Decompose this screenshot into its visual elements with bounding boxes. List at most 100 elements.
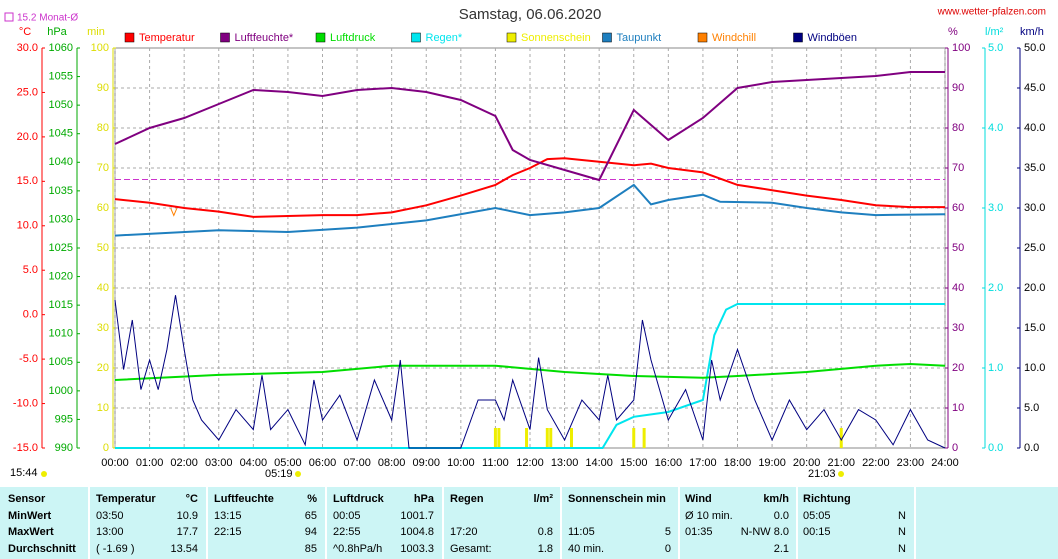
table-cell: N <box>898 542 906 555</box>
sun-bar <box>570 428 573 448</box>
sun-bar <box>549 428 553 448</box>
legend-label: Regen* <box>426 32 463 44</box>
table-cell: 1001.7 <box>400 509 434 522</box>
y-tick-label: 40.0 <box>1024 122 1045 134</box>
table-column <box>916 487 1058 559</box>
y-tick-label: 995 <box>55 413 73 425</box>
y-tick-label: -10.0 <box>13 397 38 409</box>
sun-icon <box>295 471 301 477</box>
y-tick-label: 70 <box>952 162 964 174</box>
mean-label: 15.2 Monat-Ø <box>17 13 78 24</box>
y-tick-label: 0 <box>103 442 109 454</box>
y-tick-label: 100 <box>91 42 109 54</box>
y-tick-label: 1040 <box>49 156 73 168</box>
table-header: Temperatur <box>96 493 156 505</box>
x-tick-label: 03:00 <box>205 457 233 469</box>
legend-label: Luftdruck <box>330 32 376 44</box>
mean-icon <box>4 12 14 22</box>
y-tick-label: 90 <box>952 82 964 94</box>
table-cell: 13:15 <box>214 509 242 522</box>
x-tick-label: 06:00 <box>309 457 337 469</box>
table-cell: ^0.8hPa/h <box>333 542 383 555</box>
sun-bar <box>493 428 497 448</box>
table-header: km/h <box>763 493 789 505</box>
y-tick-label: 100 <box>952 42 970 54</box>
table-cell: 13:00 <box>96 526 124 538</box>
sunset: 21:03 <box>808 468 836 480</box>
time-now: 15:44 <box>10 467 38 479</box>
y-tick-label: 1030 <box>49 213 73 225</box>
table-column <box>444 487 560 559</box>
legend-swatch <box>411 32 421 43</box>
x-tick-label: 16:00 <box>655 457 683 469</box>
y-tick-label: 35.0 <box>1024 162 1045 174</box>
y-tick-label: 1035 <box>49 185 73 197</box>
table-cell: 85 <box>304 542 317 555</box>
sunrise: 05:19 <box>265 468 293 480</box>
y-tick-label: 60 <box>97 202 109 214</box>
table-cell: ( -1.69 ) <box>96 542 135 555</box>
legend-swatch <box>220 32 230 43</box>
table-column <box>680 487 796 559</box>
axis-unit: min <box>87 26 105 38</box>
table-header: Sensor <box>8 493 46 505</box>
table-cell: MaxWert <box>8 526 54 538</box>
series-line <box>114 71 945 182</box>
y-tick-label: 20 <box>97 362 109 374</box>
series-line <box>114 157 945 218</box>
legend-label: Windböen <box>808 32 858 44</box>
sun-bar <box>632 428 636 448</box>
legend-swatch <box>315 32 326 43</box>
table-cell: 65 <box>304 509 317 522</box>
x-tick-label: 21:00 <box>827 457 855 469</box>
table-cell: 00:15 <box>803 526 831 538</box>
y-tick-label: 30 <box>97 322 109 334</box>
table-cell: 0.0 <box>773 509 789 522</box>
y-tick-label: 1.0 <box>988 362 1003 374</box>
table-header: °C <box>185 493 198 505</box>
y-tick-label: 50 <box>952 242 964 254</box>
y-tick-label: 0 <box>952 442 958 454</box>
table-cell: 0.8 <box>537 526 553 538</box>
legend-swatch <box>793 32 803 43</box>
x-tick-label: 23:00 <box>897 457 925 469</box>
y-tick-label: 70 <box>97 162 109 174</box>
y-tick-label: 50 <box>97 242 109 254</box>
sun-bar <box>545 428 549 448</box>
table-column <box>0 487 88 559</box>
table-cell: 94 <box>304 526 317 538</box>
x-tick-label: 09:00 <box>412 457 440 469</box>
y-tick-label: 1000 <box>49 385 73 397</box>
y-tick-label: 30 <box>952 322 964 334</box>
x-tick-label: 19:00 <box>758 457 786 469</box>
y-tick-label: 1015 <box>49 299 73 311</box>
y-tick-label: 4.0 <box>988 122 1003 134</box>
table-header: % <box>307 493 317 505</box>
y-tick-label: 1020 <box>49 270 73 282</box>
table-header: Sonnenschein min <box>568 493 666 505</box>
y-tick-label: 0.0 <box>988 442 1003 454</box>
legend-label: Windchill <box>712 32 756 44</box>
x-tick-label: 15:00 <box>620 457 648 469</box>
legend-swatch <box>506 32 517 43</box>
windchill-mark <box>170 208 178 217</box>
table-cell: 10.9 <box>176 509 198 522</box>
x-tick-label: 04:00 <box>240 457 268 469</box>
sun-bar <box>839 428 843 448</box>
y-tick-label: 10.0 <box>17 220 38 232</box>
sun-bar <box>497 428 501 448</box>
legend-swatch <box>697 32 708 43</box>
table-cell: 03:50 <box>96 509 124 522</box>
x-tick-label: 10:00 <box>447 457 475 469</box>
table-cell: N <box>898 509 906 522</box>
chart-title: Samstag, 06.06.2020 <box>459 6 602 23</box>
y-tick-label: 15.0 <box>1024 322 1045 334</box>
series-line <box>114 295 946 449</box>
y-tick-label: 90 <box>97 82 109 94</box>
x-tick-label: 12:00 <box>516 457 544 469</box>
table-column <box>562 487 678 559</box>
table-header: Luftfeuchte <box>214 493 274 505</box>
table-cell: Gesamt: <box>450 542 492 555</box>
table-cell: 2.1 <box>773 542 789 555</box>
axis-unit: % <box>948 26 958 38</box>
